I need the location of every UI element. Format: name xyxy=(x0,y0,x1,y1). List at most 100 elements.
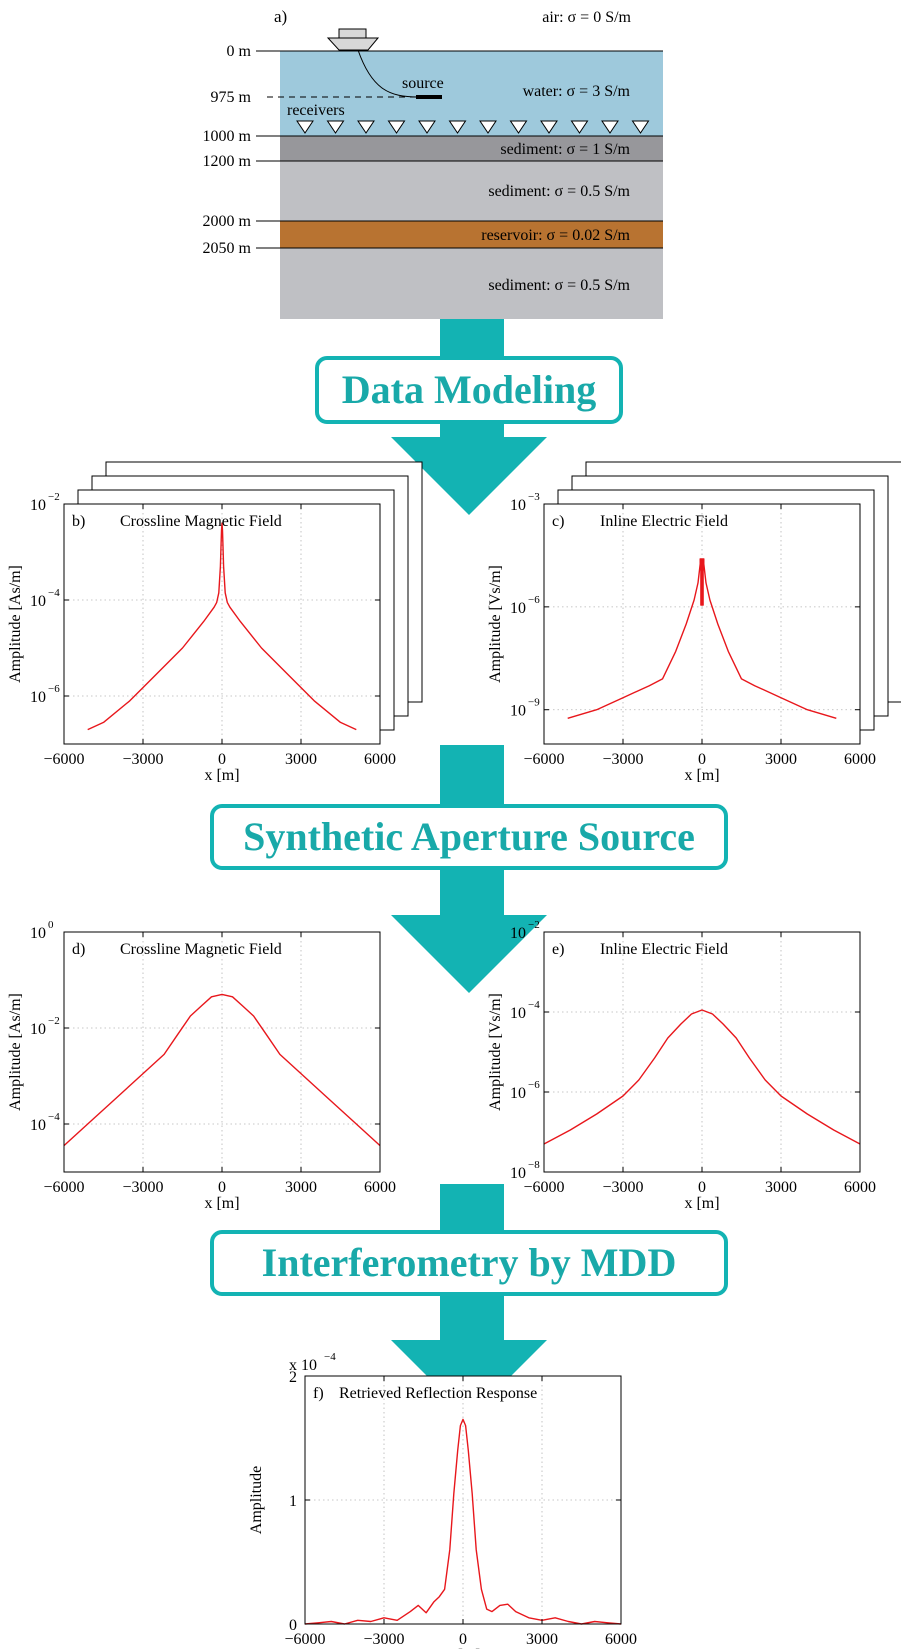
y-tick-label: 10 −4 xyxy=(30,587,60,610)
depth-label-0: 0 m xyxy=(227,43,252,60)
y-tick-label-base: 10 xyxy=(30,925,46,942)
x-tick-label: −6000 xyxy=(43,1179,84,1196)
y-tick-label-exponent: −2 xyxy=(48,491,60,503)
plot-area xyxy=(544,504,860,744)
receiver-icon xyxy=(448,120,467,134)
x-tick-label: −3000 xyxy=(363,1631,404,1648)
y-axis-label: Amplitude [Vs/m] xyxy=(487,565,504,683)
y-tick-label-base: 10 xyxy=(510,703,526,720)
chart-title: Inline Electric Field xyxy=(600,513,728,530)
y-tick-label: 10 −8 xyxy=(510,1159,540,1182)
chart-title: Inline Electric Field xyxy=(600,941,728,958)
y-tick-label-base: 10 xyxy=(510,497,526,514)
x-tick-label: 6000 xyxy=(605,1631,637,1648)
y-tick-label-base: 10 xyxy=(30,497,46,514)
chart-title: Retrieved Reflection Response xyxy=(339,1385,537,1402)
receivers-label: receivers xyxy=(287,102,345,119)
x-tick-label: 0 xyxy=(218,1179,226,1196)
depth-label-2050: 2050 m xyxy=(203,240,252,257)
receiver-icon xyxy=(326,120,345,134)
x-tick-label: −3000 xyxy=(122,751,163,768)
step-box xyxy=(315,356,623,424)
y-exponent-label-power: −4 xyxy=(324,1351,336,1363)
step-label: Data Modeling xyxy=(342,367,596,412)
air-label: air: σ = 0 S/m xyxy=(542,9,631,26)
series-line xyxy=(543,1009,861,1145)
step-label: Synthetic Aperture Source xyxy=(243,814,695,859)
arrow-head-1 xyxy=(391,437,547,515)
y-tick-label-base: 10 xyxy=(30,1117,46,1134)
step-box xyxy=(210,804,728,870)
y-tick-label: 10 −2 xyxy=(30,1015,60,1038)
y-tick-label-exponent: −8 xyxy=(528,1159,540,1171)
layer-label-water: water: σ = 3 S/m xyxy=(523,83,631,100)
layer-label-reservoir: reservoir: σ = 0.02 S/m xyxy=(481,227,630,244)
x-tick-label: 0 xyxy=(459,1631,467,1648)
step-box xyxy=(210,1230,728,1296)
plot-area xyxy=(544,932,860,1172)
sediment-layer-2 xyxy=(280,161,663,221)
depth-label-1200: 1200 m xyxy=(203,153,252,170)
y-tick-label: 0 xyxy=(289,1617,297,1634)
x-tick-label: −6000 xyxy=(523,751,564,768)
y-tick-label-exponent: −3 xyxy=(528,491,540,503)
x-tick-label: 0 xyxy=(698,751,706,768)
plot-area xyxy=(64,932,380,1172)
y-tick-label-exponent: 0 xyxy=(48,919,54,931)
earth-model: a) air: σ = 0 S/m source receivers water… xyxy=(203,7,663,319)
chart-f-reflection-response: −6000 −3000 0 3000 6000 0 1 2x 10 −4 f) Retrieved … xyxy=(248,1351,637,1649)
y-tick-label-exponent: −6 xyxy=(528,1079,540,1091)
arrow-head-2 xyxy=(391,915,547,993)
x-tick-label: 3000 xyxy=(285,751,317,768)
x-tick-label: 0 xyxy=(698,1179,706,1196)
source-icon xyxy=(416,95,442,99)
x-axis-label: x [m] xyxy=(204,1195,239,1212)
x-tick-label: 3000 xyxy=(526,1631,558,1648)
y-tick-label: 10 −2 xyxy=(510,919,540,942)
reservoir-layer xyxy=(280,221,663,248)
source-label: source xyxy=(402,75,444,92)
x-tick-label: −3000 xyxy=(122,1179,163,1196)
series-line xyxy=(567,558,837,719)
step-interferometry-by-mdd: Interferometry by MDD xyxy=(210,1230,728,1296)
y-tick-label: 1 xyxy=(289,1493,297,1510)
x-axis-label: x [m] xyxy=(684,1195,719,1212)
y-tick-label: 10 −9 xyxy=(510,697,540,720)
layer-label-sediment-1: sediment: σ = 1 S/m xyxy=(500,141,630,158)
y-axis-label: Amplitude [Vs/m] xyxy=(487,993,504,1111)
y-tick-label-base: 10 xyxy=(510,600,526,617)
water-layer xyxy=(280,51,663,136)
x-axis-label: x [m] xyxy=(445,1647,480,1649)
receiver-icon xyxy=(540,120,558,134)
y-tick-label: 10 −6 xyxy=(510,594,540,617)
panel-label: d) xyxy=(72,941,85,958)
x-tick-label: −6000 xyxy=(43,751,84,768)
y-tick-label: 10 −4 xyxy=(510,999,540,1022)
x-tick-label: 6000 xyxy=(364,751,396,768)
receiver-icon xyxy=(601,120,619,134)
y-axis-label: Amplitude [As/m] xyxy=(7,993,24,1111)
x-tick-label: 6000 xyxy=(844,751,876,768)
x-tick-label: −3000 xyxy=(602,1179,643,1196)
y-tick-label-base: 10 xyxy=(510,1085,526,1102)
y-tick-label: 10 0 xyxy=(30,919,54,942)
layer-label-sediment-2: sediment: σ = 0.5 S/m xyxy=(488,183,630,200)
panel-label: b) xyxy=(72,513,85,530)
receiver-icon xyxy=(357,120,375,134)
layer-label-sediment-3: sediment: σ = 0.5 S/m xyxy=(488,277,630,294)
series-line xyxy=(87,522,357,731)
ship-icon xyxy=(326,28,380,51)
step-synthetic-aperture-source: Synthetic Aperture Source xyxy=(210,804,728,870)
y-axis-label: Amplitude xyxy=(248,1466,265,1534)
chart-title: Crossline Magnetic Field xyxy=(120,941,282,958)
y-tick-label: 10 −2 xyxy=(30,491,60,514)
x-axis-label: x [m] xyxy=(684,767,719,784)
receiver-icon xyxy=(296,120,314,134)
y-tick-label: 10 −6 xyxy=(30,683,60,706)
step-label: Interferometry by MDD xyxy=(262,1240,677,1285)
y-tick-label-exponent: −4 xyxy=(48,587,60,599)
